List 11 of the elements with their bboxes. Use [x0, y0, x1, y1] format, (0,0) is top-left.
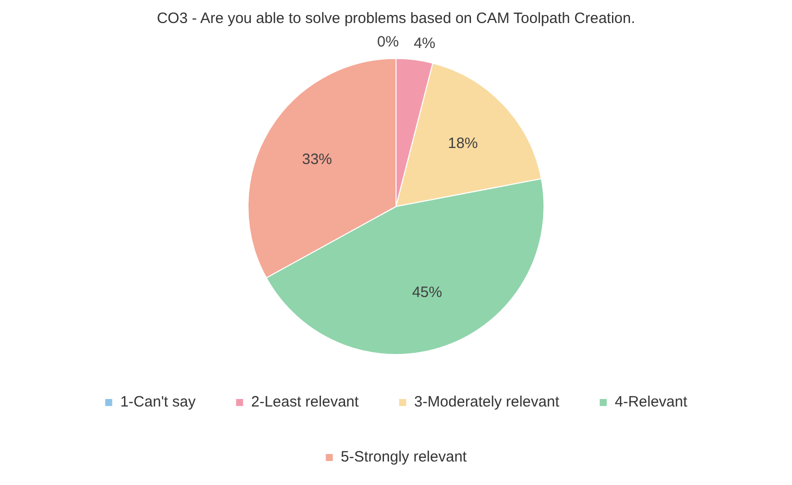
data-label: 45%	[412, 284, 442, 301]
text: 0%	[377, 34, 399, 51]
legend-label: 4-Relevant	[614, 394, 688, 411]
data-label: 18%	[448, 134, 478, 152]
data-label: 4%	[414, 34, 436, 52]
legend-label: 2-Least relevant	[251, 394, 360, 411]
legend-label: 5-Strongly relevant	[340, 448, 468, 466]
legend-label: 3-Moderately relevant	[414, 394, 560, 411]
data-label: 33%	[302, 150, 332, 168]
legend-label: 1-Can't say	[120, 394, 196, 411]
chart-title: CO3 - Are you able to solve problems based on CAM Toolpath Creation.	[156, 10, 636, 28]
